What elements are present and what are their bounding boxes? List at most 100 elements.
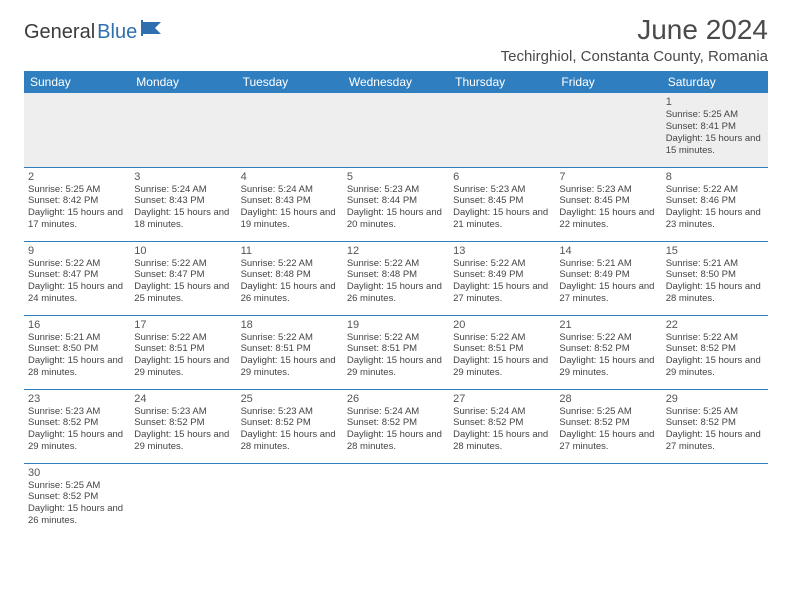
day-number: 27	[453, 393, 551, 405]
calendar-day-cell	[449, 93, 555, 167]
day-info: Sunrise: 5:25 AMSunset: 8:52 PMDaylight:…	[28, 480, 126, 528]
calendar-week-row: 16Sunrise: 5:21 AMSunset: 8:50 PMDayligh…	[24, 315, 768, 389]
logo-text-blue: Blue	[97, 21, 137, 44]
day-info: Sunrise: 5:23 AMSunset: 8:52 PMDaylight:…	[134, 406, 232, 454]
day-info: Sunrise: 5:24 AMSunset: 8:43 PMDaylight:…	[134, 184, 232, 232]
day-number: 5	[347, 171, 445, 183]
logo-text-general: General	[24, 21, 95, 44]
logo-flag-icon	[141, 20, 163, 41]
day-number: 29	[666, 393, 764, 405]
day-info: Sunrise: 5:22 AMSunset: 8:48 PMDaylight:…	[241, 258, 339, 306]
calendar-day-cell: 5Sunrise: 5:23 AMSunset: 8:44 PMDaylight…	[343, 167, 449, 241]
day-number: 20	[453, 319, 551, 331]
weekday-header: Sunday	[24, 71, 130, 93]
calendar-day-cell: 1Sunrise: 5:25 AMSunset: 8:41 PMDaylight…	[662, 93, 768, 167]
day-number: 2	[28, 171, 126, 183]
calendar-day-cell	[130, 463, 236, 537]
day-number: 3	[134, 171, 232, 183]
day-number: 6	[453, 171, 551, 183]
calendar-week-row: 1Sunrise: 5:25 AMSunset: 8:41 PMDaylight…	[24, 93, 768, 167]
day-info: Sunrise: 5:22 AMSunset: 8:46 PMDaylight:…	[666, 184, 764, 232]
day-number: 25	[241, 393, 339, 405]
day-info: Sunrise: 5:22 AMSunset: 8:52 PMDaylight:…	[666, 332, 764, 380]
day-number: 15	[666, 245, 764, 257]
day-number: 12	[347, 245, 445, 257]
calendar-day-cell	[662, 463, 768, 537]
day-info: Sunrise: 5:25 AMSunset: 8:42 PMDaylight:…	[28, 184, 126, 232]
calendar-week-row: 9 Sunrise: 5:22 AMSunset: 8:47 PMDaylight…	[24, 241, 768, 315]
day-number: 17	[134, 319, 232, 331]
day-info: Sunrise: 5:23 AMSunset: 8:52 PMDaylight:…	[28, 406, 126, 454]
day-number: 14	[559, 245, 657, 257]
day-info: Sunrise: 5:24 AMSunset: 8:43 PMDaylight:…	[241, 184, 339, 232]
day-number: 19	[347, 319, 445, 331]
day-number: 4	[241, 171, 339, 183]
calendar-day-cell: 21Sunrise: 5:22 AMSunset: 8:52 PMDayligh…	[555, 315, 661, 389]
calendar-day-cell: 14Sunrise: 5:21 AMSunset: 8:49 PMDayligh…	[555, 241, 661, 315]
title-block: June 2024 Techirghiol, Constanta County,…	[501, 14, 768, 65]
day-info: Sunrise: 5:22 AMSunset: 8:51 PMDaylight:…	[453, 332, 551, 380]
calendar-day-cell: 29Sunrise: 5:25 AMSunset: 8:52 PMDayligh…	[662, 389, 768, 463]
day-info: Sunrise: 5:22 AMSunset: 8:51 PMDaylight:…	[241, 332, 339, 380]
day-number: 23	[28, 393, 126, 405]
day-info: Sunrise: 5:21 AMSunset: 8:49 PMDaylight:…	[559, 258, 657, 306]
calendar-week-row: 23Sunrise: 5:23 AMSunset: 8:52 PMDayligh…	[24, 389, 768, 463]
day-info: Sunrise: 5:24 AMSunset: 8:52 PMDaylight:…	[453, 406, 551, 454]
calendar-day-cell	[343, 93, 449, 167]
day-number: 9	[28, 245, 126, 257]
day-number: 24	[134, 393, 232, 405]
calendar-table: Sunday Monday Tuesday Wednesday Thursday…	[24, 71, 768, 537]
weekday-header-row: Sunday Monday Tuesday Wednesday Thursday…	[24, 71, 768, 93]
day-number: 1	[666, 96, 764, 108]
day-info: Sunrise: 5:23 AMSunset: 8:52 PMDaylight:…	[241, 406, 339, 454]
calendar-day-cell: 19Sunrise: 5:22 AMSunset: 8:51 PMDayligh…	[343, 315, 449, 389]
calendar-day-cell: 22Sunrise: 5:22 AMSunset: 8:52 PMDayligh…	[662, 315, 768, 389]
calendar-day-cell: 15Sunrise: 5:21 AMSunset: 8:50 PMDayligh…	[662, 241, 768, 315]
day-number: 11	[241, 245, 339, 257]
calendar-day-cell	[343, 463, 449, 537]
day-number: 22	[666, 319, 764, 331]
calendar-day-cell: 9Sunrise: 5:22 AMSunset: 8:47 PMDaylight…	[24, 241, 130, 315]
calendar-day-cell: 30Sunrise: 5:25 AMSunset: 8:52 PMDayligh…	[24, 463, 130, 537]
day-info: Sunrise: 5:21 AMSunset: 8:50 PMDaylight:…	[666, 258, 764, 306]
weekday-header: Saturday	[662, 71, 768, 93]
calendar-week-row: 2Sunrise: 5:25 AMSunset: 8:42 PMDaylight…	[24, 167, 768, 241]
day-number: 16	[28, 319, 126, 331]
calendar-day-cell	[555, 463, 661, 537]
day-info: Sunrise: 5:23 AMSunset: 8:45 PMDaylight:…	[453, 184, 551, 232]
weekday-header: Friday	[555, 71, 661, 93]
day-info: Sunrise: 5:22 AMSunset: 8:47 PMDaylight:…	[134, 258, 232, 306]
calendar-day-cell: 10Sunrise: 5:22 AMSunset: 8:47 PMDayligh…	[130, 241, 236, 315]
calendar-day-cell: 28Sunrise: 5:25 AMSunset: 8:52 PMDayligh…	[555, 389, 661, 463]
day-number: 21	[559, 319, 657, 331]
calendar-day-cell: 11Sunrise: 5:22 AMSunset: 8:48 PMDayligh…	[237, 241, 343, 315]
calendar-day-cell	[449, 463, 555, 537]
day-number: 13	[453, 245, 551, 257]
month-title: June 2024	[501, 14, 768, 46]
day-number: 10	[134, 245, 232, 257]
weekday-header: Tuesday	[237, 71, 343, 93]
day-number: 7	[559, 171, 657, 183]
location-subtitle: Techirghiol, Constanta County, Romania	[501, 48, 768, 65]
logo: General Blue	[24, 20, 163, 45]
calendar-day-cell: 24Sunrise: 5:23 AMSunset: 8:52 PMDayligh…	[130, 389, 236, 463]
day-number: 30	[28, 467, 126, 479]
calendar-day-cell: 8Sunrise: 5:22 AMSunset: 8:46 PMDaylight…	[662, 167, 768, 241]
calendar-day-cell	[555, 93, 661, 167]
day-info: Sunrise: 5:22 AMSunset: 8:51 PMDaylight:…	[347, 332, 445, 380]
calendar-day-cell: 6Sunrise: 5:23 AMSunset: 8:45 PMDaylight…	[449, 167, 555, 241]
calendar-day-cell: 4Sunrise: 5:24 AMSunset: 8:43 PMDaylight…	[237, 167, 343, 241]
calendar-day-cell: 26Sunrise: 5:24 AMSunset: 8:52 PMDayligh…	[343, 389, 449, 463]
weekday-header: Thursday	[449, 71, 555, 93]
calendar-day-cell: 13Sunrise: 5:22 AMSunset: 8:49 PMDayligh…	[449, 241, 555, 315]
day-info: Sunrise: 5:21 AMSunset: 8:50 PMDaylight:…	[28, 332, 126, 380]
weekday-header: Monday	[130, 71, 236, 93]
day-number: 8	[666, 171, 764, 183]
calendar-day-cell: 20Sunrise: 5:22 AMSunset: 8:51 PMDayligh…	[449, 315, 555, 389]
calendar-day-cell	[237, 463, 343, 537]
calendar-day-cell: 17Sunrise: 5:22 AMSunset: 8:51 PMDayligh…	[130, 315, 236, 389]
calendar-day-cell: 2Sunrise: 5:25 AMSunset: 8:42 PMDaylight…	[24, 167, 130, 241]
calendar-day-cell: 3Sunrise: 5:24 AMSunset: 8:43 PMDaylight…	[130, 167, 236, 241]
calendar-day-cell: 7Sunrise: 5:23 AMSunset: 8:45 PMDaylight…	[555, 167, 661, 241]
calendar-week-row: 30Sunrise: 5:25 AMSunset: 8:52 PMDayligh…	[24, 463, 768, 537]
